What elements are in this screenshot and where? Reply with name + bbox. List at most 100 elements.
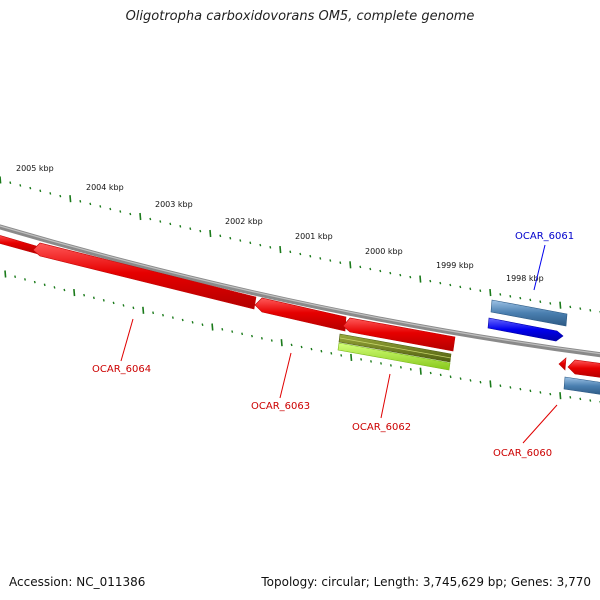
scale-tick-minor <box>589 399 592 402</box>
scale-tick-minor <box>469 379 472 382</box>
leader-line-ocar-6064 <box>120 318 134 362</box>
scale-tick-minor <box>589 309 592 312</box>
scale-tick-major <box>211 323 214 331</box>
gene-feature-ocar-6064[interactable] <box>32 242 257 310</box>
gene-feature-ocar-6061[interactable] <box>487 317 564 342</box>
scale-tick-minor <box>359 265 362 269</box>
leader-line-ocar-6061 <box>533 244 546 291</box>
gene-label-ocar-6064[interactable]: OCAR_6064 <box>92 364 151 375</box>
scale-tick-minor <box>340 354 343 357</box>
scale-tick-minor <box>569 396 572 399</box>
scale-tick-minor <box>320 349 323 353</box>
scale-tick-minor <box>109 207 112 211</box>
scale-tick-minor <box>519 296 522 300</box>
scale-tick-minor <box>339 261 342 264</box>
scale-tick-minor <box>479 380 482 384</box>
scale-tick-minor <box>529 389 532 393</box>
feature-steel-upper[interactable] <box>490 299 568 327</box>
scale-tick-minor <box>159 220 162 223</box>
feature-olive[interactable] <box>338 333 452 363</box>
scale-tick-minor <box>299 252 302 256</box>
scale-tick-minor <box>329 259 332 262</box>
scale-tick-minor <box>79 200 82 203</box>
scale-ticks-outer <box>0 176 600 314</box>
scale-tick-minor <box>119 210 122 213</box>
scale-tick-minor <box>549 392 552 396</box>
scale-tick-minor <box>39 189 42 193</box>
scale-tick-minor <box>241 332 244 336</box>
scale-tick-minor <box>189 227 192 230</box>
scale-tick-minor <box>260 337 263 340</box>
scale-tick-minor <box>251 334 253 338</box>
scale-tick-minor <box>509 295 512 298</box>
scale-tick-minor <box>519 387 522 391</box>
genome-backbone <box>0 224 600 358</box>
scale-tick-minor <box>181 318 184 322</box>
scale-tick-minor <box>399 273 402 277</box>
scale-tick-minor <box>229 236 232 240</box>
scale-tick-minor <box>389 364 392 367</box>
scale-tick-minor <box>219 234 222 238</box>
scale-label-2002: 2002 kbp <box>225 217 263 226</box>
scale-label-2003: 2003 kbp <box>155 200 193 209</box>
scale-tick-minor <box>360 358 363 361</box>
scale-tick-minor <box>63 288 66 292</box>
scale-tick-minor <box>429 279 432 283</box>
scale-label-2001: 2001 kbp <box>295 232 333 241</box>
scale-tick-minor <box>319 257 322 260</box>
scale-tick-minor <box>409 275 412 279</box>
scale-tick-major <box>559 301 562 309</box>
scale-tick-minor <box>199 229 202 233</box>
scale-tick-minor <box>149 217 152 221</box>
scale-tick-minor <box>379 269 382 273</box>
scale-label-2004: 2004 kbp <box>86 183 124 192</box>
scale-tick-minor <box>53 286 56 289</box>
scale-tick-major <box>279 246 282 254</box>
scale-tick-minor <box>249 241 252 245</box>
scale-tick-minor <box>300 345 303 349</box>
scale-label-2000: 2000 kbp <box>365 247 403 256</box>
scale-tick-major <box>350 353 353 361</box>
scale-tick-major <box>489 380 492 388</box>
scale-tick-minor <box>369 267 372 271</box>
scale-tick-minor <box>112 301 115 305</box>
scale-tick-minor <box>14 275 17 278</box>
scale-label-2005: 2005 kbp <box>16 164 54 173</box>
scale-tick-minor <box>330 352 333 355</box>
scale-tick-minor <box>33 280 36 284</box>
gene-feature-ocar-6060[interactable] <box>558 357 600 378</box>
scale-tick-major <box>142 306 145 314</box>
gene-feature-ocar-6062[interactable] <box>342 317 456 352</box>
scale-tick-minor <box>59 194 62 198</box>
scale-tick-minor <box>269 246 272 249</box>
genome-summary-text: Topology: circular; Length: 3,745,629 bp… <box>261 575 591 589</box>
scale-tick-minor <box>29 186 32 190</box>
gene-label-ocar-6061[interactable]: OCAR_6061 <box>515 231 574 242</box>
feature-steel-lower[interactable] <box>563 376 600 395</box>
scale-tick-minor <box>370 360 372 363</box>
scale-tick-minor <box>479 289 482 292</box>
scale-tick-minor <box>579 397 582 401</box>
scale-tick-minor <box>310 347 313 351</box>
scale-tick-minor <box>92 296 95 300</box>
genome-backbone-highlight <box>0 225 600 355</box>
scale-tick-minor <box>99 205 102 208</box>
scale-tick-minor <box>569 305 572 309</box>
feature-lime[interactable] <box>337 342 451 371</box>
scale-tick-minor <box>549 302 552 305</box>
scale-tick-minor <box>499 384 502 387</box>
scale-tick-minor <box>439 281 442 285</box>
scale-tick-minor <box>439 373 442 377</box>
scale-tick-minor <box>43 283 46 287</box>
scale-tick-minor <box>290 343 293 347</box>
scale-tick-minor <box>132 306 135 310</box>
scale-tick-minor <box>459 377 462 380</box>
gene-label-ocar-6062[interactable]: OCAR_6062 <box>352 422 411 433</box>
scale-tick-major <box>419 275 422 283</box>
scale-tick-minor <box>83 293 86 297</box>
scale-tick-minor <box>152 311 155 315</box>
gene-label-ocar-6060[interactable]: OCAR_6060 <box>493 448 552 459</box>
gene-label-ocar-6063[interactable]: OCAR_6063 <box>251 401 310 412</box>
scale-tick-minor <box>122 304 125 307</box>
